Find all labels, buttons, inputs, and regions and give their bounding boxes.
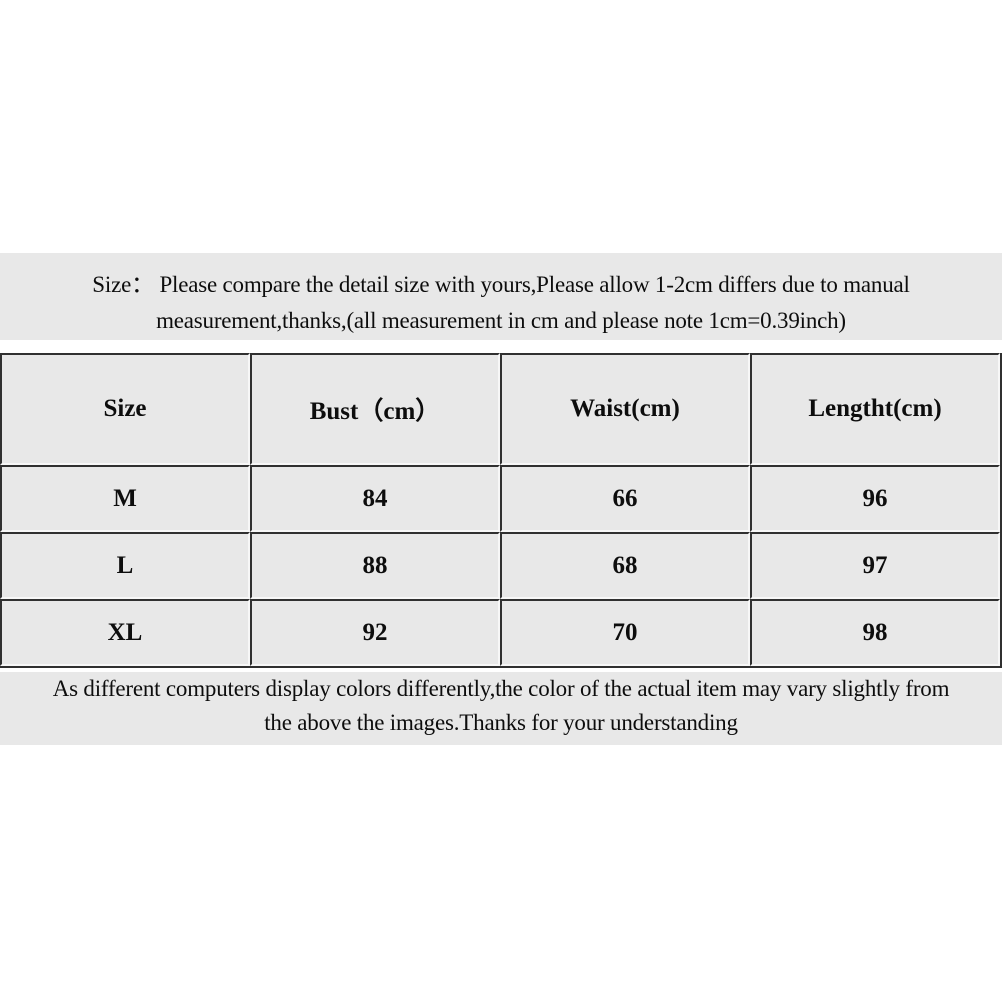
l-length-cell: 97 (750, 532, 1000, 599)
color-disclaimer-line-2: the above the images.Thanks for your und… (264, 710, 738, 735)
xl-length-cell: 98 (750, 599, 1000, 666)
l-bust-cell: 88 (250, 532, 500, 599)
header-size: Size (0, 353, 250, 465)
header-bust: Bust（cm） (250, 353, 500, 465)
xl-bust-cell: 92 (250, 599, 500, 666)
measurement-note-line-1: Size： Please compare the detail size wit… (92, 272, 910, 297)
size-table-header-row: Size Bust（cm） Waist(cm) Lengtht(cm) (0, 353, 1000, 465)
m-bust-cell: 84 (250, 465, 500, 532)
header-length: Lengtht(cm) (750, 353, 1000, 465)
m-size-cell: M (0, 465, 250, 532)
l-size-cell: L (0, 532, 250, 599)
m-waist-cell: 66 (500, 465, 750, 532)
table-row-m: M 84 66 96 (0, 465, 1000, 532)
color-disclaimer-banner: As different computers display colors di… (0, 672, 1002, 745)
xl-waist-cell: 70 (500, 599, 750, 666)
table-row-l: L 88 68 97 (0, 532, 1000, 599)
measurement-note-banner: Size： Please compare the detail size wit… (0, 253, 1002, 340)
color-disclaimer-line-1: As different computers display colors di… (52, 676, 950, 701)
size-chart-sheet: Size： Please compare the detail size wit… (0, 253, 1002, 745)
header-waist: Waist(cm) (500, 353, 750, 465)
m-length-cell: 96 (750, 465, 1000, 532)
measurement-note-line-2: measurement,thanks,(all measurement in c… (156, 308, 846, 333)
l-waist-cell: 68 (500, 532, 750, 599)
size-table: Size Bust（cm） Waist(cm) Lengtht(cm) M 84… (0, 353, 1002, 668)
xl-size-cell: XL (0, 599, 250, 666)
table-row-xl: XL 92 70 98 (0, 599, 1000, 666)
